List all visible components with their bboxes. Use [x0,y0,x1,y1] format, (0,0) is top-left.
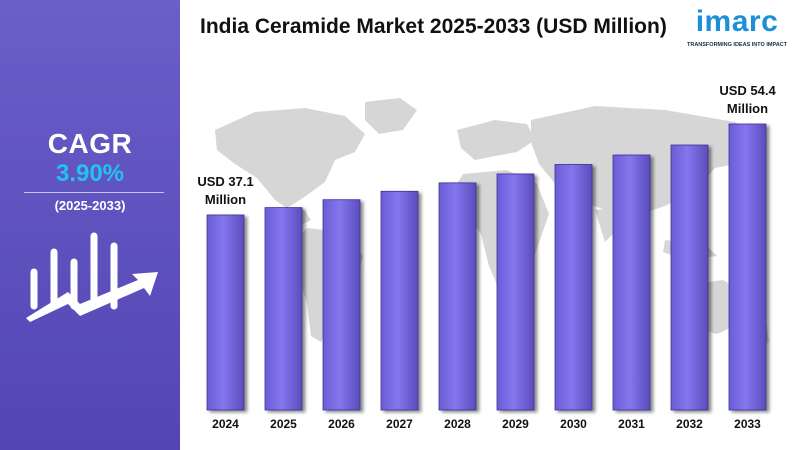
bar-2029 [496,173,535,411]
bar-2033 [728,123,767,411]
bar-2024 [206,214,245,411]
growth-chart-icon [26,232,158,322]
data-label-2033: USD 54.4 Million [703,82,793,118]
x-tick-2028: 2028 [444,417,471,431]
bar-2026 [322,199,361,411]
imarc-logo: imarc TRANSFORMING IDEAS INTO IMPACT [682,6,792,52]
cagr-sidebar: CAGR 3.90% (2025-2033) [0,0,180,450]
bar-2031 [612,154,651,411]
cagr-value: 3.90% [55,160,125,187]
x-tick-2026: 2026 [328,417,355,431]
cagr-divider [24,192,164,193]
x-tick-2025: 2025 [270,417,297,431]
bar-2025 [264,207,303,411]
x-tick-2030: 2030 [560,417,587,431]
cagr-period: (2025-2033) [54,198,126,213]
x-tick-2029: 2029 [502,417,529,431]
chart-title: India Ceramide Market 2025-2033 (USD Mil… [200,15,667,38]
cagr-label: CAGR [47,128,133,159]
bar-2032 [670,144,709,411]
data-label-unit: Million [204,191,247,207]
bar-2027 [380,190,419,411]
x-tick-2027: 2027 [386,417,413,431]
x-tick-2031: 2031 [618,417,645,431]
bar-2030 [554,164,593,411]
x-tick-2032: 2032 [676,417,703,431]
data-label-value: USD 37.1 [197,173,254,189]
x-tick-2024: 2024 [212,417,239,431]
data-label-unit: Million [726,101,769,116]
logo-tagline: TRANSFORMING IDEAS INTO IMPACT [686,42,788,48]
bar-2028 [438,182,477,411]
data-label-value: USD 54.4 [719,83,776,98]
x-tick-2033: 2033 [734,417,761,431]
logo-wordmark: imarc [695,5,779,38]
data-label-2024: USD 37.1 Million [181,173,271,209]
